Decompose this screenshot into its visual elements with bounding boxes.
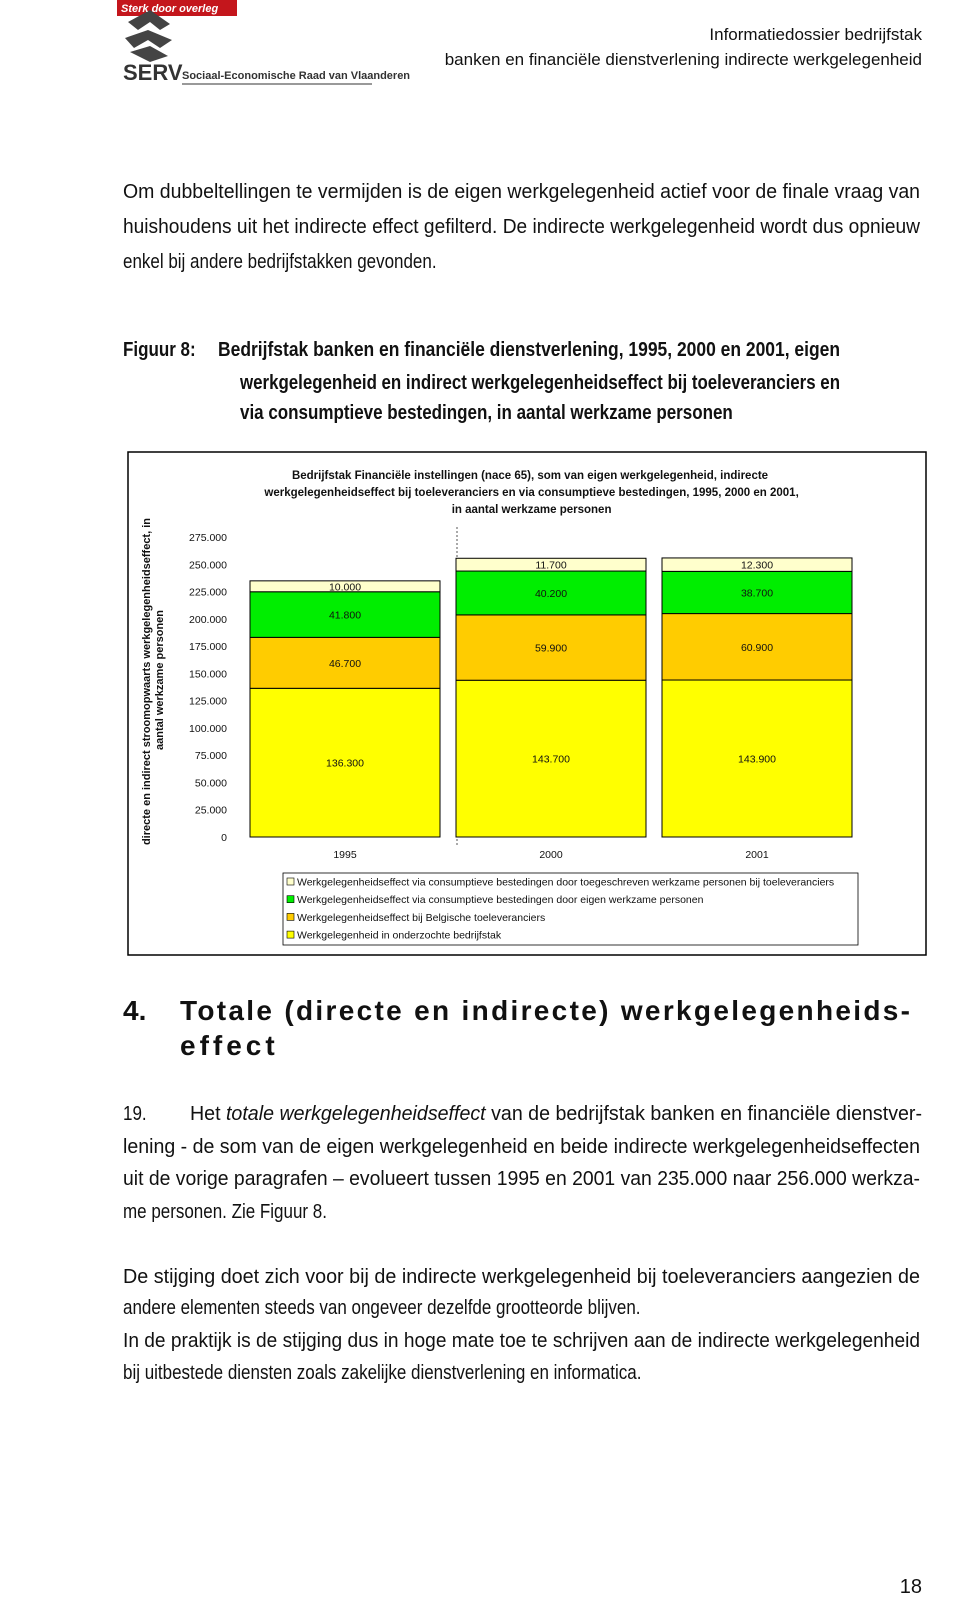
paragraph-line: In de praktijk is de stijging dus in hog… (123, 1330, 920, 1352)
logo-acronym: SERV (123, 60, 183, 85)
paragraph-line: bij uitbestede diensten zoals zakelijke … (123, 1361, 641, 1384)
logo-banner: Sterk door overleg (121, 3, 218, 15)
label-line: directe en indirect stroomopwaarts werkg… (141, 515, 153, 845)
logo-emblem (125, 10, 172, 62)
value-label: 143.900 (738, 754, 776, 766)
legend-label: Werkgelegenheidseffect bij Belgische toe… (297, 912, 545, 924)
intro-line: Om dubbeltellingen te vermijden is de ei… (123, 181, 920, 203)
y-tick-label: 250.000 (189, 559, 227, 571)
y-tick-label: 100.000 (189, 723, 227, 735)
bar-segment (455, 570, 647, 616)
value-label: 40.200 (535, 588, 567, 600)
title-line: werkgelegenheidseffect bij toeleverancie… (261, 487, 799, 499)
intro-line: huishoudens uit het indirecte effect gef… (123, 216, 921, 238)
y-tick-label: 0 (221, 832, 227, 844)
section-title: Totale (directe en indirecte) werkgelege… (180, 995, 910, 1026)
value-label: 46.700 (329, 658, 361, 670)
section-number: 4. (123, 995, 146, 1026)
paragraph-line: De stijging doet zich voor bij de indire… (123, 1266, 920, 1288)
chart-title: Bedrijfstak Financiële instellingen (nac… (261, 470, 799, 516)
header-subtitle: banken en financiële dienstverlening ind… (445, 50, 922, 69)
figure-label: Figuur 8: (123, 338, 196, 361)
value-label: 41.800 (329, 610, 361, 622)
header-title: Informatiedossier bedrijfstak (709, 25, 922, 44)
value-label: 59.900 (535, 643, 567, 655)
bar-segment (661, 613, 853, 681)
paragraph-line: lening - de som van de eigen werkgelegen… (123, 1136, 920, 1158)
section-title: effect (180, 1030, 279, 1061)
paragraph-line: me personen. Zie Figuur 8. (123, 1200, 327, 1223)
title-line: in aantal werkzame personen (449, 504, 612, 516)
bar-segment (249, 636, 441, 689)
legend-swatch (286, 895, 295, 904)
value-label: 11.700 (535, 560, 566, 572)
legend-label: Werkgelegenheid in onderzochte bedrijfst… (297, 930, 502, 942)
paragraph-number: 19. (123, 1102, 147, 1125)
legend-swatch (286, 877, 295, 886)
run: van de bedrijfstak banken en financiële … (486, 1103, 922, 1125)
paragraph-line: Het totale werkgelegenheidseffect van de… (190, 1103, 922, 1125)
value-label: 38.700 (741, 587, 773, 599)
bar-segment (455, 679, 647, 838)
y-tick-label: 150.000 (189, 668, 227, 680)
logo-name: Sociaal-Economische Raad van Vlaanderen (182, 70, 410, 82)
bar-segment (661, 570, 853, 615)
bar-segment (455, 557, 647, 572)
run: Het (190, 1103, 226, 1125)
y-tick-label: 225.000 (189, 587, 227, 599)
legend-swatch (286, 930, 295, 939)
legend-label: Werkgelegenheidseffect via consumptieve … (297, 877, 834, 889)
bar-segment (249, 580, 441, 593)
value-label: 10.000 (329, 581, 361, 593)
y-tick-label: 200.000 (189, 614, 227, 626)
intro-line: enkel bij andere bedrijfstakken gevonden… (123, 250, 437, 273)
bar-segment (249, 687, 441, 838)
chart-frame (127, 451, 927, 956)
figure-caption: via consumptieve bestedingen, in aantal … (240, 401, 733, 424)
bar-segment (455, 614, 647, 681)
emphasis: totale werkgelegenheidseffect (226, 1103, 487, 1125)
legend-swatch (286, 913, 295, 921)
legend-box (282, 872, 859, 946)
bar-segment (249, 591, 441, 638)
title-line: Bedrijfstak Financiële instellingen (nac… (292, 470, 768, 482)
y-tick-label: 175.000 (189, 641, 227, 653)
x-tick-label: 2001 (745, 849, 769, 861)
y-tick-label: 75.000 (195, 750, 227, 762)
paragraph-line: andere elementen steeds van ongeveer dez… (123, 1296, 641, 1319)
paragraph-line: uit de vorige paragrafen – evolueert tus… (123, 1168, 920, 1190)
x-tick-label: 2000 (539, 849, 563, 861)
x-tick-label: 1995 (333, 849, 357, 861)
figure-caption: Bedrijfstak banken en financiële dienstv… (218, 339, 840, 361)
value-label: 60.900 (741, 642, 773, 654)
y-tick-label: 25.000 (195, 805, 227, 817)
y-axis-label: directe en indirect stroomopwaarts werkg… (141, 515, 166, 845)
bar-segment (661, 679, 853, 838)
y-tick-label: 125.000 (189, 696, 227, 708)
page-number: 18 (900, 1576, 922, 1598)
y-tick-label: 50.000 (195, 777, 227, 789)
y-tick-label: 275.000 (189, 532, 227, 544)
value-label: 12.300 (741, 560, 773, 572)
chart: Bedrijfstak Financiële instellingen (nac… (141, 470, 859, 946)
value-label: 143.700 (532, 754, 570, 766)
label-line: aantal werkzame personen (154, 610, 166, 750)
figure-caption: werkgelegenheid en indirect werkgelegenh… (239, 372, 840, 394)
value-label: 136.300 (326, 758, 364, 770)
bar-segment (661, 557, 853, 572)
legend-label: Werkgelegenheidseffect via consumptieve … (297, 894, 704, 906)
